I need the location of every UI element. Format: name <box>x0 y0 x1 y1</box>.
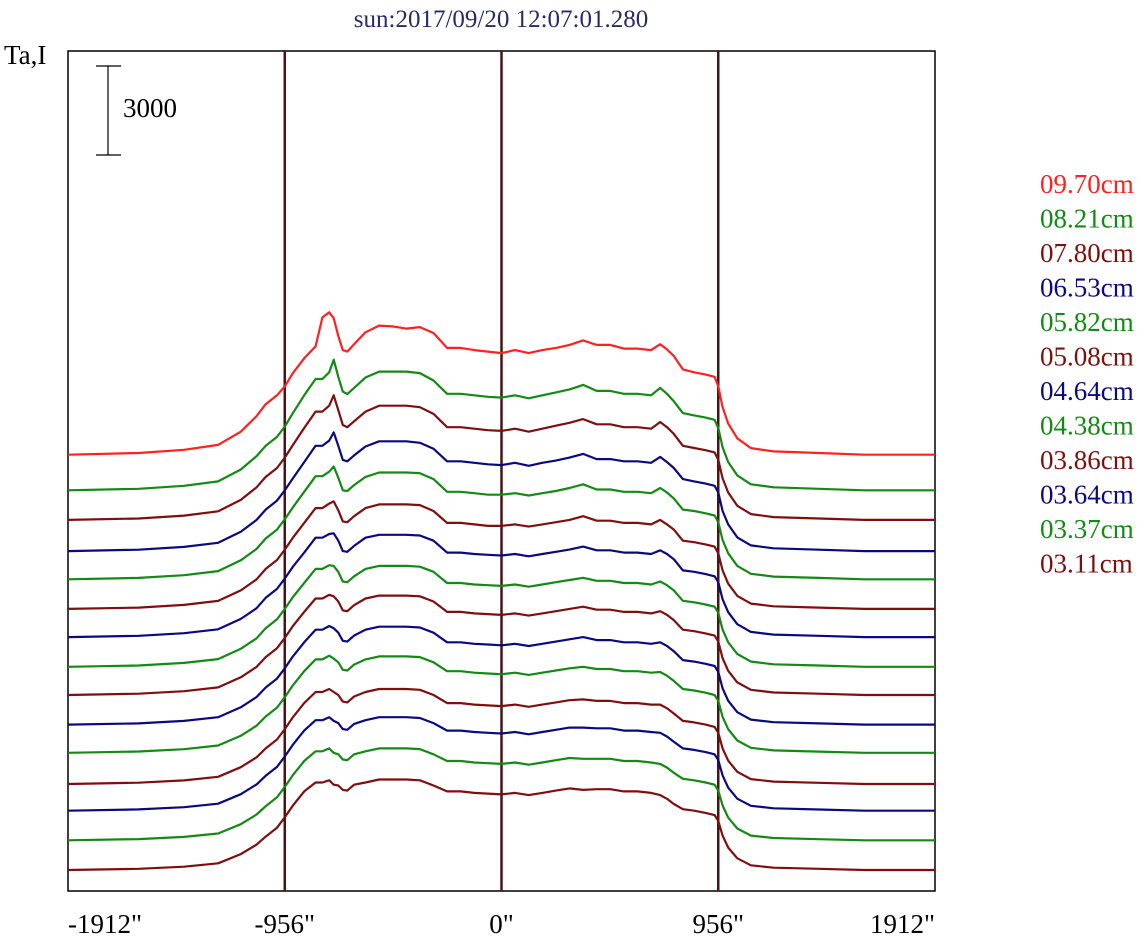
series-line-13 <box>67 747 935 842</box>
legend: 09.70cm 08.21cm 07.80cm 06.53cm 05.82cm 05.08… <box>1040 169 1134 579</box>
x-tick-label-4: 1912" <box>870 909 935 939</box>
series-line-9 <box>67 624 935 726</box>
series-line-0 <box>67 311 935 456</box>
legend-entry-6: 04.64cm <box>1040 376 1134 406</box>
x-tick-label-0: -1912" <box>68 909 142 939</box>
chart-title: sun:2017/09/20 12:07:01.280 <box>354 6 648 33</box>
legend-entry-10: 03.37cm <box>1040 514 1134 544</box>
legend-entry-3: 06.53cm <box>1040 273 1134 303</box>
legend-entry-4: 05.82cm <box>1040 307 1134 337</box>
series-line-1 <box>67 358 935 492</box>
series-line-10 <box>67 654 935 754</box>
x-tick-labels: -1912" -956" 0" 956" 1912" <box>68 909 935 939</box>
series-line-8 <box>67 593 935 697</box>
legend-entry-2: 07.80cm <box>1040 238 1134 268</box>
series-line-5 <box>67 500 935 610</box>
legend-entry-9: 03.64cm <box>1040 480 1134 510</box>
scale-bar: 3000 <box>96 65 177 156</box>
series-line-2 <box>67 394 935 521</box>
series-line-14 <box>67 778 935 872</box>
scale-bar-label: 3000 <box>123 93 177 123</box>
legend-entry-8: 03.86cm <box>1040 445 1134 475</box>
series-line-7 <box>67 564 935 668</box>
legend-entry-7: 04.38cm <box>1040 411 1134 441</box>
series-line-11 <box>67 687 935 786</box>
legend-entry-11: 03.11cm <box>1040 549 1133 579</box>
x-tick-label-2: 0" <box>489 909 514 939</box>
x-tick-label-3: 956" <box>692 909 744 939</box>
vertical-markers <box>283 51 720 891</box>
legend-entry-5: 05.08cm <box>1040 342 1134 372</box>
y-axis-label: Ta,I <box>4 40 46 70</box>
series-line-4 <box>67 465 935 581</box>
legend-entry-0: 09.70cm <box>1040 169 1134 199</box>
series-line-3 <box>67 431 935 553</box>
series-lines <box>67 311 935 872</box>
series-line-6 <box>67 532 935 639</box>
x-tick-label-1: -956" <box>254 909 315 939</box>
series-line-12 <box>67 716 935 812</box>
legend-entry-1: 08.21cm <box>1040 204 1134 234</box>
